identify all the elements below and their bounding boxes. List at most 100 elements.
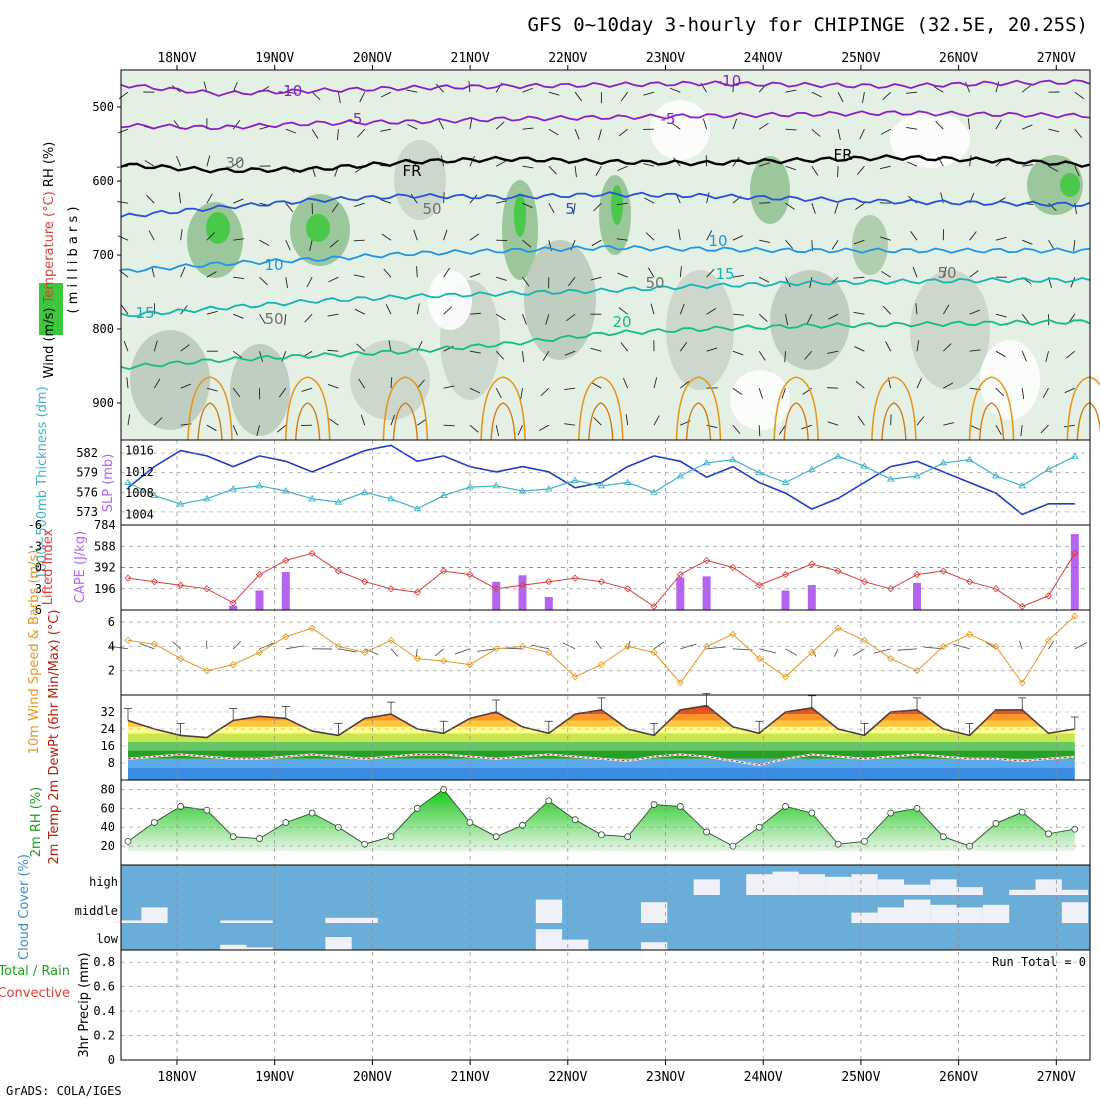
cloud-ylabel: Cloud Cover (%) xyxy=(17,854,32,960)
cloud-tick-label: low xyxy=(96,932,118,946)
rh-shading-blob xyxy=(306,214,330,242)
wind-barb xyxy=(910,231,918,241)
wind-barb xyxy=(679,266,682,278)
wind-barb xyxy=(520,388,523,400)
contour-label: 15 xyxy=(715,265,734,283)
wind-barb xyxy=(469,273,481,278)
wind-barb-10m xyxy=(706,646,727,650)
wind-speed-point xyxy=(387,636,395,644)
wind-barb xyxy=(644,197,655,204)
rh-shading-blob xyxy=(980,340,1040,420)
wind-speed-point xyxy=(703,642,711,650)
wind-barb xyxy=(643,91,655,96)
wind-speed-point xyxy=(966,630,974,638)
temp-contour--5 xyxy=(120,110,1091,131)
lifted-index-point xyxy=(703,556,711,564)
wind-barb xyxy=(995,119,1002,130)
wind-barb xyxy=(680,380,690,389)
thickness-point xyxy=(255,481,264,489)
wind-barb xyxy=(206,424,217,432)
temp-contour-25 xyxy=(284,376,331,441)
wind-barb xyxy=(912,266,918,278)
wind-barb xyxy=(1064,387,1075,394)
wind-barb xyxy=(853,276,865,279)
wind-barb xyxy=(259,276,268,286)
wind-barb xyxy=(548,128,559,136)
wind-barb xyxy=(285,277,288,289)
rh-tick-label: 20 xyxy=(101,839,115,853)
wind-barb-10m xyxy=(415,648,418,657)
date-label-bottom: 25NOV xyxy=(841,1070,880,1085)
wind-barb-10m xyxy=(680,643,697,650)
wind-barb xyxy=(574,91,583,102)
wind-barb xyxy=(417,418,427,426)
wind-speed-point xyxy=(860,636,868,644)
wind-barb xyxy=(256,425,260,436)
wind-barb-10m xyxy=(1018,640,1023,650)
lifted-index-point xyxy=(860,578,868,586)
rh-legend-swatch xyxy=(39,283,63,335)
thickness-point xyxy=(360,488,369,495)
wind-speed-point xyxy=(203,667,211,675)
wind-barb xyxy=(593,202,602,212)
wind-barb xyxy=(496,200,508,204)
thickness-point xyxy=(860,462,869,469)
thickness-point xyxy=(886,475,895,482)
temp-contour-30 xyxy=(978,402,1005,441)
wind-barb xyxy=(671,122,681,130)
wind-barb xyxy=(469,387,481,394)
wind-barb-10m xyxy=(477,648,497,652)
lifted-tick-label: 0 xyxy=(35,561,42,575)
lifted-index-point xyxy=(729,563,737,572)
wind-speed-point xyxy=(992,642,1000,650)
wind-barb xyxy=(1045,351,1049,362)
cape-bar xyxy=(676,577,685,610)
cloud-bar-low xyxy=(325,937,352,950)
thickness-point xyxy=(808,465,816,472)
thickness-tick-label: 582 xyxy=(76,446,98,460)
y-tick-label: 900 xyxy=(92,396,114,410)
slp-tick-label: 1008 xyxy=(125,486,154,500)
wind-barb xyxy=(331,202,339,213)
wind-barb xyxy=(618,128,628,137)
cloud-bar-high xyxy=(825,876,852,895)
wind-barb xyxy=(706,192,710,204)
wind-barb xyxy=(151,266,155,278)
chart-labels: 18NOV 18NOV 19NOV 19NOV 20NOV 20NOV 21NOV 21NOV… xyxy=(0,51,1086,1085)
wind-barb xyxy=(443,424,455,427)
wind-barb xyxy=(232,350,243,359)
temp-contour-25 xyxy=(578,376,624,441)
date-label-bottom: 27NOV xyxy=(1037,1070,1076,1085)
precip-tick-label: 0.4 xyxy=(93,1004,115,1018)
wind-barb xyxy=(144,160,155,167)
wind-barb xyxy=(811,203,816,214)
precip-ylabel: 3hr Precip (mm) xyxy=(77,952,92,1057)
wind-barb xyxy=(859,129,865,140)
wind-speed-point xyxy=(755,655,763,663)
wind-barb xyxy=(759,202,771,204)
wind-barb xyxy=(203,81,208,93)
wind-barb xyxy=(1022,164,1034,167)
cape-bar xyxy=(913,582,921,610)
wind-barb xyxy=(706,230,713,241)
wind-barb xyxy=(618,307,628,315)
wind-barb xyxy=(380,91,392,98)
wind-barb xyxy=(176,155,182,167)
wind-speed-point xyxy=(255,648,264,657)
precip-background xyxy=(121,950,1090,1060)
wind-barb xyxy=(495,313,506,321)
wind-barb xyxy=(669,87,681,93)
pressure-units-label: ( m i l l i b a r s ) xyxy=(66,207,81,314)
wind-barb xyxy=(616,238,628,241)
wind-barb xyxy=(353,239,365,242)
cape-bar xyxy=(807,585,816,610)
cloud-bar-high xyxy=(1061,889,1089,895)
wind-barb xyxy=(469,424,479,433)
rh-shading-blob xyxy=(350,340,430,420)
upper-air-ylabel: Wind (m/s) Temperature (°C) RH (%) xyxy=(42,142,57,379)
wind-barb xyxy=(388,340,392,352)
wind-barb xyxy=(837,129,841,141)
wind-barb xyxy=(548,165,557,175)
wind-barb xyxy=(995,236,1007,241)
wind-barb xyxy=(781,388,786,399)
